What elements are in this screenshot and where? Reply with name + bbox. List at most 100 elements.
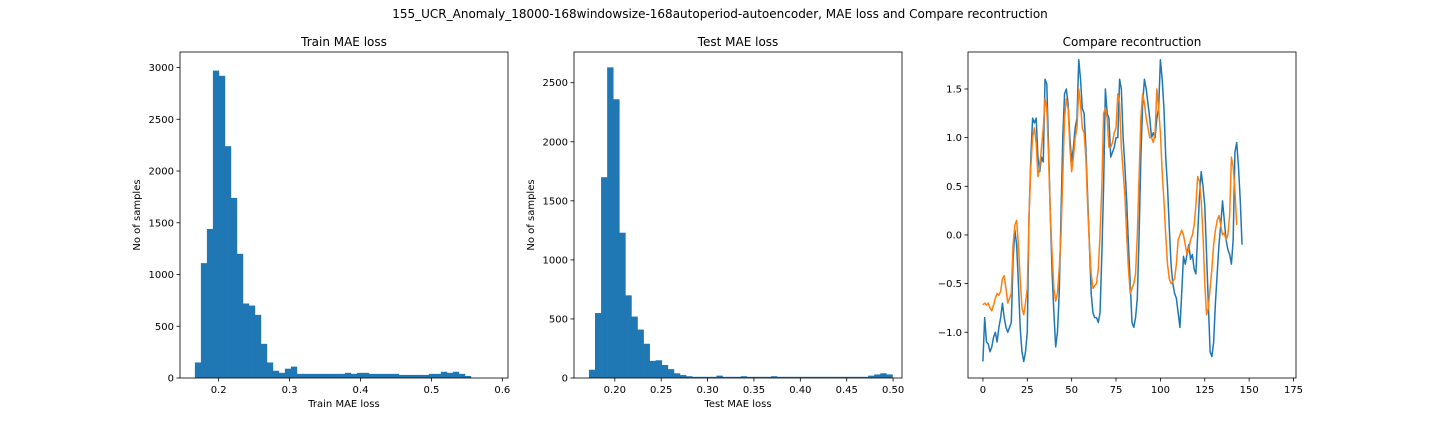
- train-y-tick-label: 2500: [149, 115, 174, 126]
- test-hist-bar: [686, 376, 693, 378]
- test-axes-frame: [573, 51, 903, 379]
- test-hist-bar: [710, 376, 717, 378]
- train-hist-bar: [344, 372, 352, 378]
- test-hist-bar: [862, 376, 869, 378]
- compare-panel-title: Compare recontruction: [1063, 35, 1202, 49]
- train-hist-bar: [200, 263, 208, 378]
- train-mae-histogram: 0.2 0.3 0.4 0.5 0.6 0 500 1000 1500 2000 2500 3000 T…: [132, 35, 510, 410]
- test-y-axis-label: No of samples: [526, 179, 537, 250]
- train-hist-bar: [398, 374, 406, 378]
- test-hist-bar: [758, 376, 766, 378]
- train-hist-bar: [296, 373, 304, 378]
- train-x-tick-label: 0.4: [353, 385, 369, 396]
- train-hist-bar: [260, 343, 268, 378]
- compare-x-tick-label: 0: [980, 385, 986, 396]
- test-hist-bar: [588, 369, 596, 378]
- test-hist-bar: [777, 376, 784, 378]
- train-hist-bar: [368, 373, 376, 378]
- train-x-tick-label: 0.5: [423, 385, 439, 396]
- test-hist-bar: [692, 376, 699, 378]
- test-hist-bar: [825, 376, 833, 378]
- test-hist-bar: [807, 376, 814, 378]
- train-hist-bar: [446, 372, 454, 378]
- figure-title: 155_UCR_Anomaly_18000-168windowsize-168a…: [392, 7, 1048, 21]
- test-hist-bar: [843, 376, 851, 378]
- train-hist-bar: [404, 374, 412, 378]
- train-x-tick-label: 0.6: [494, 385, 510, 396]
- train-x-tick-label: 0.3: [282, 385, 298, 396]
- train-x-tick-label: 0.2: [211, 385, 227, 396]
- compare-y-tick-label: 0.5: [946, 182, 962, 193]
- test-x-tick-label: 0.50: [882, 385, 904, 396]
- train-hist-bar: [440, 371, 448, 378]
- train-x-axis-label: Train MAE loss: [307, 399, 379, 410]
- test-hist-bar: [874, 374, 881, 378]
- test-hist-bar: [771, 376, 778, 378]
- train-hist-bar: [380, 373, 388, 378]
- compare-y-tick-label: −1.0: [938, 328, 962, 339]
- test-hist-bar: [619, 232, 626, 378]
- train-hist-bar: [464, 375, 472, 378]
- train-hist-bar: [266, 362, 274, 378]
- test-hist-bar: [764, 376, 772, 378]
- test-hist-bar: [607, 67, 614, 379]
- test-hist-bar: [698, 376, 705, 378]
- train-hist-bar: [350, 373, 358, 378]
- train-y-tick-label: 2000: [149, 167, 174, 178]
- compare-axes-frame: [967, 51, 1297, 379]
- test-hist-bar: [734, 376, 741, 378]
- train-hist-bar: [458, 373, 466, 378]
- test-hist-bar: [783, 376, 790, 378]
- test-y-tick-label: 2500: [543, 78, 568, 89]
- test-hist-bar: [789, 376, 796, 378]
- compare-y-tick-label: 1.0: [946, 133, 962, 144]
- test-hist-bar: [643, 343, 650, 378]
- train-hist-bar: [272, 370, 280, 378]
- test-hist-bar: [886, 374, 893, 378]
- test-hist-bar: [728, 376, 735, 378]
- test-hist-bar: [595, 313, 602, 378]
- test-hist-bar: [631, 316, 638, 378]
- train-y-tick-label: 1500: [149, 218, 174, 229]
- compare-y-tick-label: 1.5: [946, 84, 962, 95]
- test-hist-bar: [679, 375, 687, 378]
- test-hist-bar: [667, 369, 675, 378]
- series-line-2: [982, 88, 1238, 316]
- train-hist-bar: [392, 373, 400, 378]
- train-y-axis-label: No of samples: [132, 179, 143, 250]
- test-y-tick-label: 500: [549, 314, 568, 325]
- test-panel-title: Test MAE loss: [697, 35, 779, 49]
- test-hist-bar: [856, 376, 863, 378]
- train-hist-bar: [194, 362, 202, 378]
- train-panel-title: Train MAE loss: [300, 35, 387, 49]
- train-hist-bar: [218, 75, 226, 379]
- test-hist-bar: [819, 376, 826, 378]
- train-hist-bar: [386, 373, 394, 378]
- train-hist-bar: [206, 228, 214, 378]
- compare-y-tick-label: 0.0: [946, 230, 962, 241]
- test-hist-bar: [722, 376, 729, 378]
- series-line-1: [982, 59, 1243, 363]
- test-hist-bar: [716, 375, 723, 378]
- test-y-tick-label: 1500: [543, 196, 568, 207]
- reconstruction-comparison-plot: 0 25 50 75 100 125 150 175 −1.0 −0.5 0.0 0.5 1.0 1.5 C…: [938, 35, 1303, 396]
- test-y-tick-label: 0: [562, 374, 568, 385]
- train-hist-bar: [362, 372, 370, 378]
- train-hist-bar: [332, 373, 340, 378]
- train-y-tick-label: 500: [155, 322, 174, 333]
- train-hist-bar: [320, 373, 328, 378]
- test-x-tick-label: 0.30: [696, 385, 718, 396]
- test-x-tick-label: 0.35: [743, 385, 765, 396]
- test-hist-bar: [880, 373, 887, 378]
- test-hist-bar: [637, 329, 644, 378]
- test-y-tick-label: 2000: [543, 137, 568, 148]
- test-hist-bar: [649, 360, 657, 378]
- test-hist-bar: [673, 373, 681, 378]
- test-x-axis-label: Test MAE loss: [703, 399, 771, 410]
- test-hist-bar: [601, 177, 608, 378]
- train-hist-bar: [224, 146, 232, 378]
- train-hist-bar: [416, 374, 424, 378]
- train-y-tick-label: 1000: [149, 270, 174, 281]
- train-hist-bar: [284, 368, 292, 378]
